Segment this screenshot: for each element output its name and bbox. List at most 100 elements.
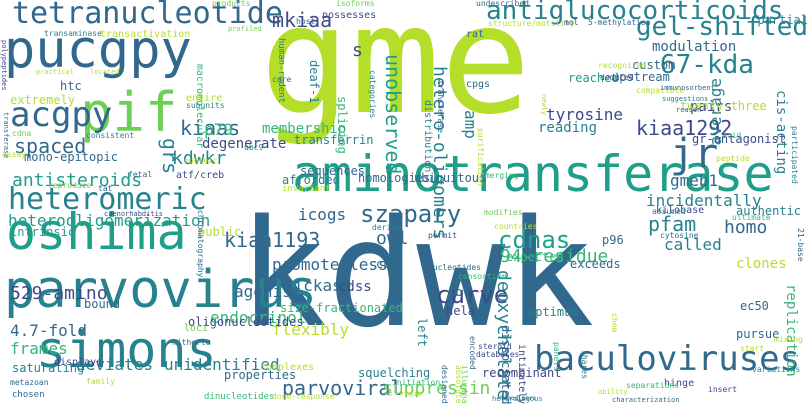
cloud-word: htc bbox=[60, 79, 82, 93]
cloud-word: hela bbox=[446, 304, 475, 318]
cloud-word: 3'-rapid bbox=[388, 390, 422, 398]
cloud-word: kb bbox=[448, 285, 463, 299]
cloud-word: variations bbox=[752, 365, 801, 374]
cloud-word: undescribed bbox=[476, 0, 529, 8]
cloud-word: reading bbox=[538, 120, 598, 136]
cloud-word: ubc9 bbox=[244, 143, 264, 152]
cloud-word: ultimate bbox=[732, 213, 771, 222]
cloud-word: pif bbox=[80, 81, 178, 144]
cloud-word: purification bbox=[476, 128, 485, 186]
cloud-word: shares bbox=[580, 350, 589, 379]
cloud-word: mixing bbox=[774, 335, 803, 344]
cloud-word: oligonucleotides bbox=[188, 315, 304, 329]
cloud-word: entire bbox=[186, 93, 223, 104]
cloud-word: chromatography bbox=[196, 210, 205, 278]
cloud-word: homodimers bbox=[500, 395, 537, 402]
cloud-word: immunosorbent bbox=[660, 84, 715, 92]
cloud-word: kiaa1292 bbox=[636, 116, 733, 140]
cloud-word: upstream bbox=[612, 70, 670, 84]
cloud-word: nucleic bbox=[184, 156, 218, 165]
cloud-word: located bbox=[90, 68, 120, 76]
cloud-word: nucleotides bbox=[428, 263, 481, 272]
cloud-word: consortium bbox=[458, 272, 507, 281]
cloud-word: cdss bbox=[338, 279, 372, 295]
cloud-word: dinucleotides bbox=[204, 392, 275, 402]
cloud-word: kdwkr bbox=[172, 148, 227, 169]
cloud-word: cdna bbox=[12, 129, 32, 138]
cloud-word: modifies bbox=[484, 208, 523, 217]
cloud-word: transferase bbox=[436, 80, 445, 133]
cloud-word: 67-kda bbox=[660, 50, 754, 80]
cloud-word: splicing bbox=[335, 96, 349, 154]
cloud-word: assay bbox=[2, 150, 27, 159]
cloud-word: authentic bbox=[736, 204, 802, 218]
cloud-word: displays bbox=[54, 357, 103, 368]
cloud-word: gme bbox=[260, 0, 531, 148]
cloud-word: membership bbox=[262, 121, 347, 137]
cloud-word: promoterless bbox=[272, 255, 388, 274]
cloud-word: newly bbox=[540, 94, 548, 116]
cloud-word: acid bbox=[722, 131, 742, 140]
cloud-word: mono-epitopic bbox=[24, 150, 118, 164]
cloud-word: human-rodent bbox=[276, 38, 286, 104]
cloud-word: oshima bbox=[6, 203, 187, 261]
cloud-word: cbp bbox=[376, 257, 398, 271]
cloud-word: extremely bbox=[10, 93, 76, 107]
cloud-word: size-fractionated bbox=[280, 301, 403, 315]
cloud-word: flexibly bbox=[272, 320, 350, 339]
cloud-word: profiled bbox=[228, 25, 262, 33]
cloud-word: complexes bbox=[260, 362, 315, 373]
cloud-word: curve bbox=[436, 281, 509, 309]
cloud-word: tat bbox=[98, 184, 113, 193]
cloud-word: pucgpy bbox=[4, 20, 192, 80]
cloud-word: heterooligomerization bbox=[8, 211, 211, 230]
cloud-word: deviates bbox=[76, 355, 154, 374]
cloud-word: ec50 bbox=[740, 299, 769, 313]
cloud-word: invariant bbox=[282, 184, 331, 194]
cloud-word: properties bbox=[224, 368, 297, 382]
cloud-word: family bbox=[86, 377, 115, 386]
cloud-word: heteromeric bbox=[8, 182, 207, 217]
cloud-word: agonist bbox=[234, 282, 302, 301]
cloud-word: transaminase bbox=[44, 29, 102, 38]
cloud-word: transactivation bbox=[100, 29, 191, 40]
cloud-word: squelching bbox=[358, 366, 431, 380]
cloud-word: polypeptides bbox=[0, 40, 8, 91]
cloud-word: hinge bbox=[664, 378, 695, 389]
cloud-word: replication bbox=[783, 284, 799, 377]
cloud-word: cytosine bbox=[660, 231, 699, 240]
cloud-word: mol bbox=[564, 18, 579, 27]
cloud-word: consistent bbox=[86, 131, 135, 140]
cloud-word: pursue bbox=[736, 327, 780, 341]
cloud-word: permit bbox=[428, 231, 457, 240]
cloud-word: 94-residue bbox=[500, 246, 609, 267]
cloud-word: left bbox=[415, 318, 429, 347]
cloud-word: public bbox=[198, 225, 242, 239]
cloud-word: absolute bbox=[454, 365, 463, 404]
cloud-word: transferrin bbox=[294, 133, 374, 147]
cloud-word: intrinsic bbox=[10, 225, 76, 239]
cloud-word: metazoan bbox=[10, 378, 49, 387]
cloud-word: custom bbox=[632, 58, 676, 72]
cloud-word: saturating bbox=[12, 361, 85, 375]
cloud-word: suppressin bbox=[382, 378, 491, 399]
cloud-word: expected bbox=[506, 250, 564, 264]
cloud-word: baculoviruses bbox=[534, 339, 801, 379]
cloud-word: pfam bbox=[648, 212, 697, 236]
cloud-word: gr-antagonist bbox=[692, 132, 786, 146]
cloud-word: panels bbox=[552, 342, 561, 371]
cloud-word: initiation bbox=[392, 378, 441, 387]
cloud-word: designed bbox=[440, 365, 449, 404]
cloud-word: caenorhabditis bbox=[104, 210, 164, 218]
cloud-word: loci bbox=[184, 323, 209, 334]
cloud-word: structure/motility bbox=[488, 19, 575, 28]
cloud-word: simons bbox=[36, 321, 217, 379]
cloud-word: participated bbox=[790, 126, 799, 184]
cloud-word: 4.7-fold bbox=[10, 321, 88, 340]
cloud-word: icogs bbox=[298, 205, 347, 224]
cloud-word: ability bbox=[598, 388, 628, 396]
cloud-word: dissociated bbox=[499, 324, 513, 404]
cloud-word: 21-base bbox=[796, 228, 805, 262]
cloud-word: unobserved bbox=[381, 54, 405, 175]
cloud-word: called bbox=[664, 235, 722, 254]
